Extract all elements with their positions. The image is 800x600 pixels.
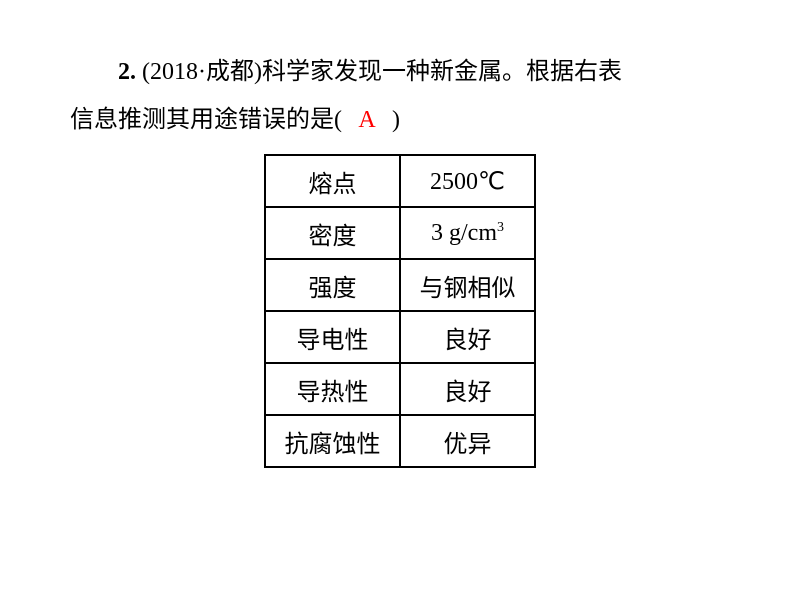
table-row: 导热性 良好 <box>265 363 535 415</box>
question-source: (2018·成都) <box>142 59 262 85</box>
table-row: 强度 与钢相似 <box>265 259 535 311</box>
cell-value: 与钢相似 <box>400 259 535 311</box>
properties-table: 熔点 2500℃ 密度 3 g/cm3 强度 与钢相似 导电性 良好 导热性 良… <box>264 154 536 468</box>
question-line-1: 2. (2018·成都)科学家发现一种新金属。根据右表 <box>70 48 730 96</box>
table-container: 熔点 2500℃ 密度 3 g/cm3 强度 与钢相似 导电性 良好 导热性 良… <box>70 154 730 468</box>
question-text-1: 科学家发现一种新金属。根据右表 <box>262 59 622 85</box>
cell-value: 3 g/cm3 <box>400 207 535 259</box>
table-row: 抗腐蚀性 优异 <box>265 415 535 467</box>
cell-property: 抗腐蚀性 <box>265 415 400 467</box>
cell-value: 良好 <box>400 311 535 363</box>
question-content: 2. (2018·成都)科学家发现一种新金属。根据右表 信息推测其用途错误的是(… <box>0 0 800 468</box>
question-line-2: 信息推测其用途错误的是(A) <box>70 96 730 144</box>
value-superscript: 3 <box>497 220 504 235</box>
cell-value: 优异 <box>400 415 535 467</box>
cell-property: 强度 <box>265 259 400 311</box>
table-row: 密度 3 g/cm3 <box>265 207 535 259</box>
question-text-2: 信息推测其用途错误的是( <box>70 107 342 133</box>
cell-property: 导热性 <box>265 363 400 415</box>
table-row: 导电性 良好 <box>265 311 535 363</box>
table-row: 熔点 2500℃ <box>265 155 535 207</box>
question-number: 2. <box>118 59 136 85</box>
cell-value: 良好 <box>400 363 535 415</box>
cell-value: 2500℃ <box>400 155 535 207</box>
cell-property: 导电性 <box>265 311 400 363</box>
question-text-3: ) <box>392 107 400 133</box>
value-prefix: 3 g/cm <box>431 220 497 246</box>
answer-letter: A <box>342 96 392 144</box>
cell-property: 密度 <box>265 207 400 259</box>
cell-property: 熔点 <box>265 155 400 207</box>
